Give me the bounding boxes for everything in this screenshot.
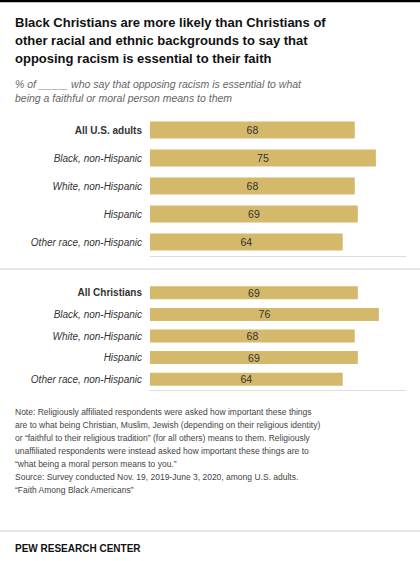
svg-text:68: 68 (247, 180, 259, 192)
svg-text:Note: Religiously affiliated r: Note: Religiously affiliated respondents… (15, 407, 312, 417)
svg-text:Other race, non-Hispanic: Other race, non-Hispanic (31, 374, 142, 385)
svg-text:All Christians: All Christians (78, 287, 143, 298)
svg-text:% of _____ who say that opposi: % of _____ who say that opposing racism … (15, 78, 302, 90)
svg-text:69: 69 (248, 287, 260, 299)
svg-text:68: 68 (247, 124, 259, 136)
svg-text:other racial and ethnic backgr: other racial and ethnic backgrounds to s… (15, 33, 308, 48)
svg-text:64: 64 (241, 236, 253, 248)
svg-text:Hispanic: Hispanic (104, 209, 142, 220)
svg-text:64: 64 (241, 373, 253, 385)
svg-text:Source: Survey conducted Nov.: Source: Survey conducted Nov. 19, 2019-J… (15, 472, 298, 482)
svg-text:Black, non-Hispanic: Black, non-Hispanic (54, 153, 142, 164)
svg-text:are to what being Christian, M: are to what being Christian, Muslim, Jew… (15, 420, 320, 430)
svg-text:“Faith Among Black Americans”: “Faith Among Black Americans” (15, 485, 134, 495)
svg-text:All U.S. adults: All U.S. adults (75, 125, 143, 136)
svg-text:PEW RESEARCH CENTER: PEW RESEARCH CENTER (15, 543, 141, 554)
svg-text:being a faithful or moral pers: being a faithful or moral person means t… (15, 92, 232, 104)
svg-text:76: 76 (259, 308, 271, 320)
svg-text:“what being a moral person mea: “what being a moral person means to you.… (15, 459, 177, 469)
svg-text:69: 69 (248, 352, 260, 364)
svg-text:White, non-Hispanic: White, non-Hispanic (53, 331, 142, 342)
svg-text:or “faithful to their religiou: or “faithful to their religious traditio… (15, 433, 311, 443)
svg-text:Black, non-Hispanic: Black, non-Hispanic (54, 309, 142, 320)
svg-text:69: 69 (248, 208, 260, 220)
svg-text:Hispanic: Hispanic (104, 352, 142, 363)
svg-text:75: 75 (257, 152, 269, 164)
svg-text:opposing racism is essential t: opposing racism is essential to their fa… (15, 51, 272, 66)
svg-text:Black Christians are more like: Black Christians are more likely than Ch… (15, 15, 326, 30)
svg-text:68: 68 (247, 330, 259, 342)
svg-text:unaffiliated respondents were: unaffiliated respondents were instead as… (15, 446, 309, 456)
svg-text:Other race, non-Hispanic: Other race, non-Hispanic (31, 237, 142, 248)
svg-text:White, non-Hispanic: White, non-Hispanic (53, 181, 142, 192)
